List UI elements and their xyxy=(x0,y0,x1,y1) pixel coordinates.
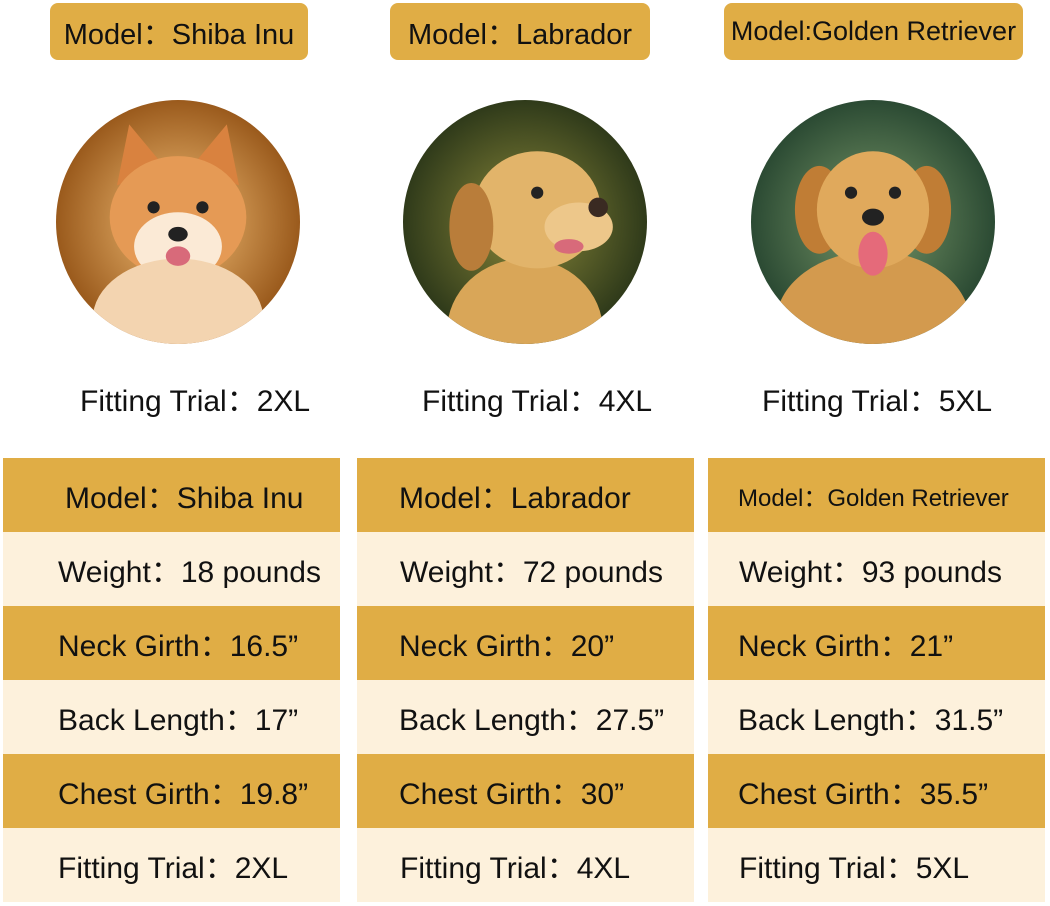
spec-neck-girth: Neck Girth：21” xyxy=(708,606,1045,680)
spec-back-length: Back Length：31.5” xyxy=(708,680,1045,754)
spec-model: Model：Golden Retriever xyxy=(708,458,1045,532)
spec-fitting-trial: Fitting Trial：2XL xyxy=(3,828,340,902)
spec-chest-girth: Chest Girth：19.8” xyxy=(3,754,340,828)
spec-chest-girth: Chest Girth：35.5” xyxy=(708,754,1045,828)
spec-table-golden: Model：Golden Retriever Weight：93 pounds … xyxy=(708,458,1045,902)
spec-model: Model：Labrador xyxy=(357,458,694,532)
spec-back-length: Back Length：17” xyxy=(3,680,340,754)
spec-back-length: Back Length：27.5” xyxy=(357,680,694,754)
fitting-trial-labrador: Fitting Trial：4XL xyxy=(422,385,653,418)
labrador-photo xyxy=(403,100,647,344)
spec-table-shiba: Model：Shiba Inu Weight：18 pounds Neck Gi… xyxy=(3,458,340,902)
golden-retriever-photo xyxy=(751,100,995,344)
model-tag-shiba: Model：Shiba Inu xyxy=(50,3,308,60)
spec-weight: Weight：93 pounds xyxy=(708,532,1045,606)
spec-table-labrador: Model：Labrador Weight：72 pounds Neck Gir… xyxy=(357,458,694,902)
spec-fitting-trial: Fitting Trial：4XL xyxy=(357,828,694,902)
spec-weight: Weight：72 pounds xyxy=(357,532,694,606)
fitting-trial-golden: Fitting Trial：5XL xyxy=(762,385,993,418)
fitting-trial-shiba: Fitting Trial：2XL xyxy=(80,385,311,418)
spec-fitting-trial: Fitting Trial：5XL xyxy=(708,828,1045,902)
spec-neck-girth: Neck Girth：16.5” xyxy=(3,606,340,680)
spec-chest-girth: Chest Girth：30” xyxy=(357,754,694,828)
model-tag-labrador: Model：Labrador xyxy=(390,3,650,60)
model-tag-golden: Model:Golden Retriever xyxy=(724,3,1023,60)
shiba-inu-photo xyxy=(56,100,300,344)
spec-neck-girth: Neck Girth：20” xyxy=(357,606,694,680)
spec-model: Model：Shiba Inu xyxy=(3,458,340,532)
spec-weight: Weight：18 pounds xyxy=(3,532,340,606)
